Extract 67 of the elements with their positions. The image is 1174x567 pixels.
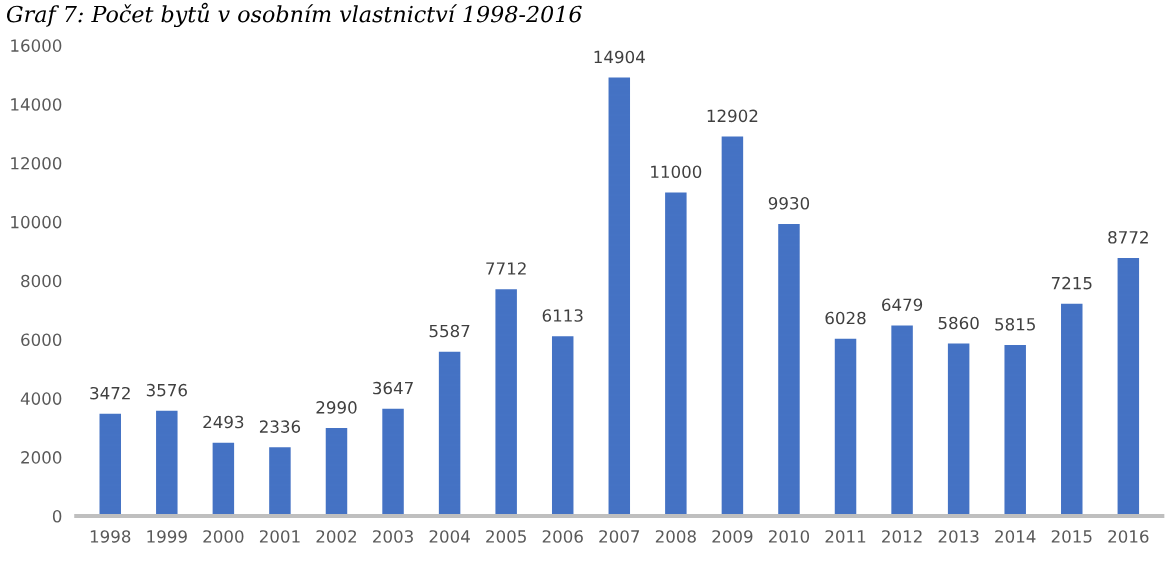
- x-tick-label: 2000: [203, 530, 244, 543]
- x-tick-label: 2005: [486, 530, 526, 543]
- data-label: 7215: [1051, 276, 1092, 290]
- y-tick-label: 6000: [21, 333, 62, 347]
- data-label: 5815: [995, 317, 1035, 331]
- x-tick-label: 1998: [90, 530, 131, 543]
- data-label: 6113: [542, 309, 583, 322]
- data-label: 3647: [373, 381, 413, 395]
- bar: [834, 338, 857, 516]
- x-tick-label: 2001: [259, 530, 300, 543]
- bar: [1004, 344, 1026, 516]
- bar: [438, 351, 461, 516]
- y-tick-label: 14000: [11, 98, 62, 111]
- data-label: 11000: [651, 165, 702, 179]
- x-tick-label: 2008: [655, 530, 696, 543]
- bar: [212, 442, 235, 516]
- x-tick-label: 2002: [316, 530, 357, 543]
- data-label: 12902: [707, 109, 758, 123]
- bar: [891, 325, 913, 516]
- data-label: 9930: [768, 196, 810, 210]
- bar: [1117, 257, 1140, 516]
- bar: [99, 413, 121, 516]
- data-label: 5587: [429, 324, 470, 338]
- data-label: 5860: [938, 316, 979, 330]
- bar: [495, 289, 517, 516]
- y-tick-label: 12000: [11, 156, 62, 170]
- bar: [721, 136, 744, 516]
- bar: [382, 408, 404, 516]
- y-tick-label: 2000: [21, 451, 62, 464]
- x-tick-label: 2012: [882, 530, 922, 543]
- x-tick-label: 2015: [1051, 530, 1092, 543]
- bar: [156, 410, 178, 516]
- x-tick-label: 2004: [429, 530, 470, 543]
- chart-title: Graf 7: Počet bytů v osobním vlastnictví 1998-2016: [6, 2, 582, 28]
- x-tick-label: 2006: [542, 530, 583, 543]
- x-tick-label: 2011: [825, 530, 866, 543]
- data-label: 6028: [825, 311, 866, 325]
- y-tick-label: 4000: [20, 392, 62, 405]
- bar: [778, 223, 800, 516]
- data-label: 14904: [594, 50, 645, 64]
- bar: [665, 192, 687, 516]
- data-label: 6479: [882, 298, 923, 312]
- bar: [947, 343, 970, 516]
- x-tick-label: 2003: [373, 530, 413, 543]
- data-label: 3472: [90, 386, 130, 400]
- bar: [325, 428, 348, 516]
- x-tick-label: 2010: [768, 530, 810, 543]
- data-label: 2493: [203, 415, 244, 429]
- bar: [608, 77, 631, 516]
- data-label: 3576: [146, 383, 187, 397]
- data-label: 8772: [1108, 231, 1148, 244]
- bar: [269, 447, 291, 516]
- y-tick-label: 16000: [11, 39, 62, 52]
- y-tick-label: 0: [52, 509, 62, 523]
- bar: [1061, 303, 1083, 516]
- data-label: 2336: [259, 420, 301, 433]
- x-tick-label: 2009: [712, 530, 753, 543]
- x-tick-label: 2016: [1108, 530, 1149, 543]
- x-tick-label: 2013: [938, 530, 979, 543]
- y-tick-label: 10000: [11, 215, 62, 229]
- x-tick-label: 2007: [599, 530, 640, 543]
- data-label: 2990: [316, 401, 357, 414]
- data-label: 7712: [486, 262, 526, 275]
- y-tick-label: 8000: [21, 274, 62, 288]
- bar: [551, 336, 574, 516]
- x-tick-label: 1999: [147, 530, 187, 543]
- x-tick-label: 2014: [995, 530, 1036, 543]
